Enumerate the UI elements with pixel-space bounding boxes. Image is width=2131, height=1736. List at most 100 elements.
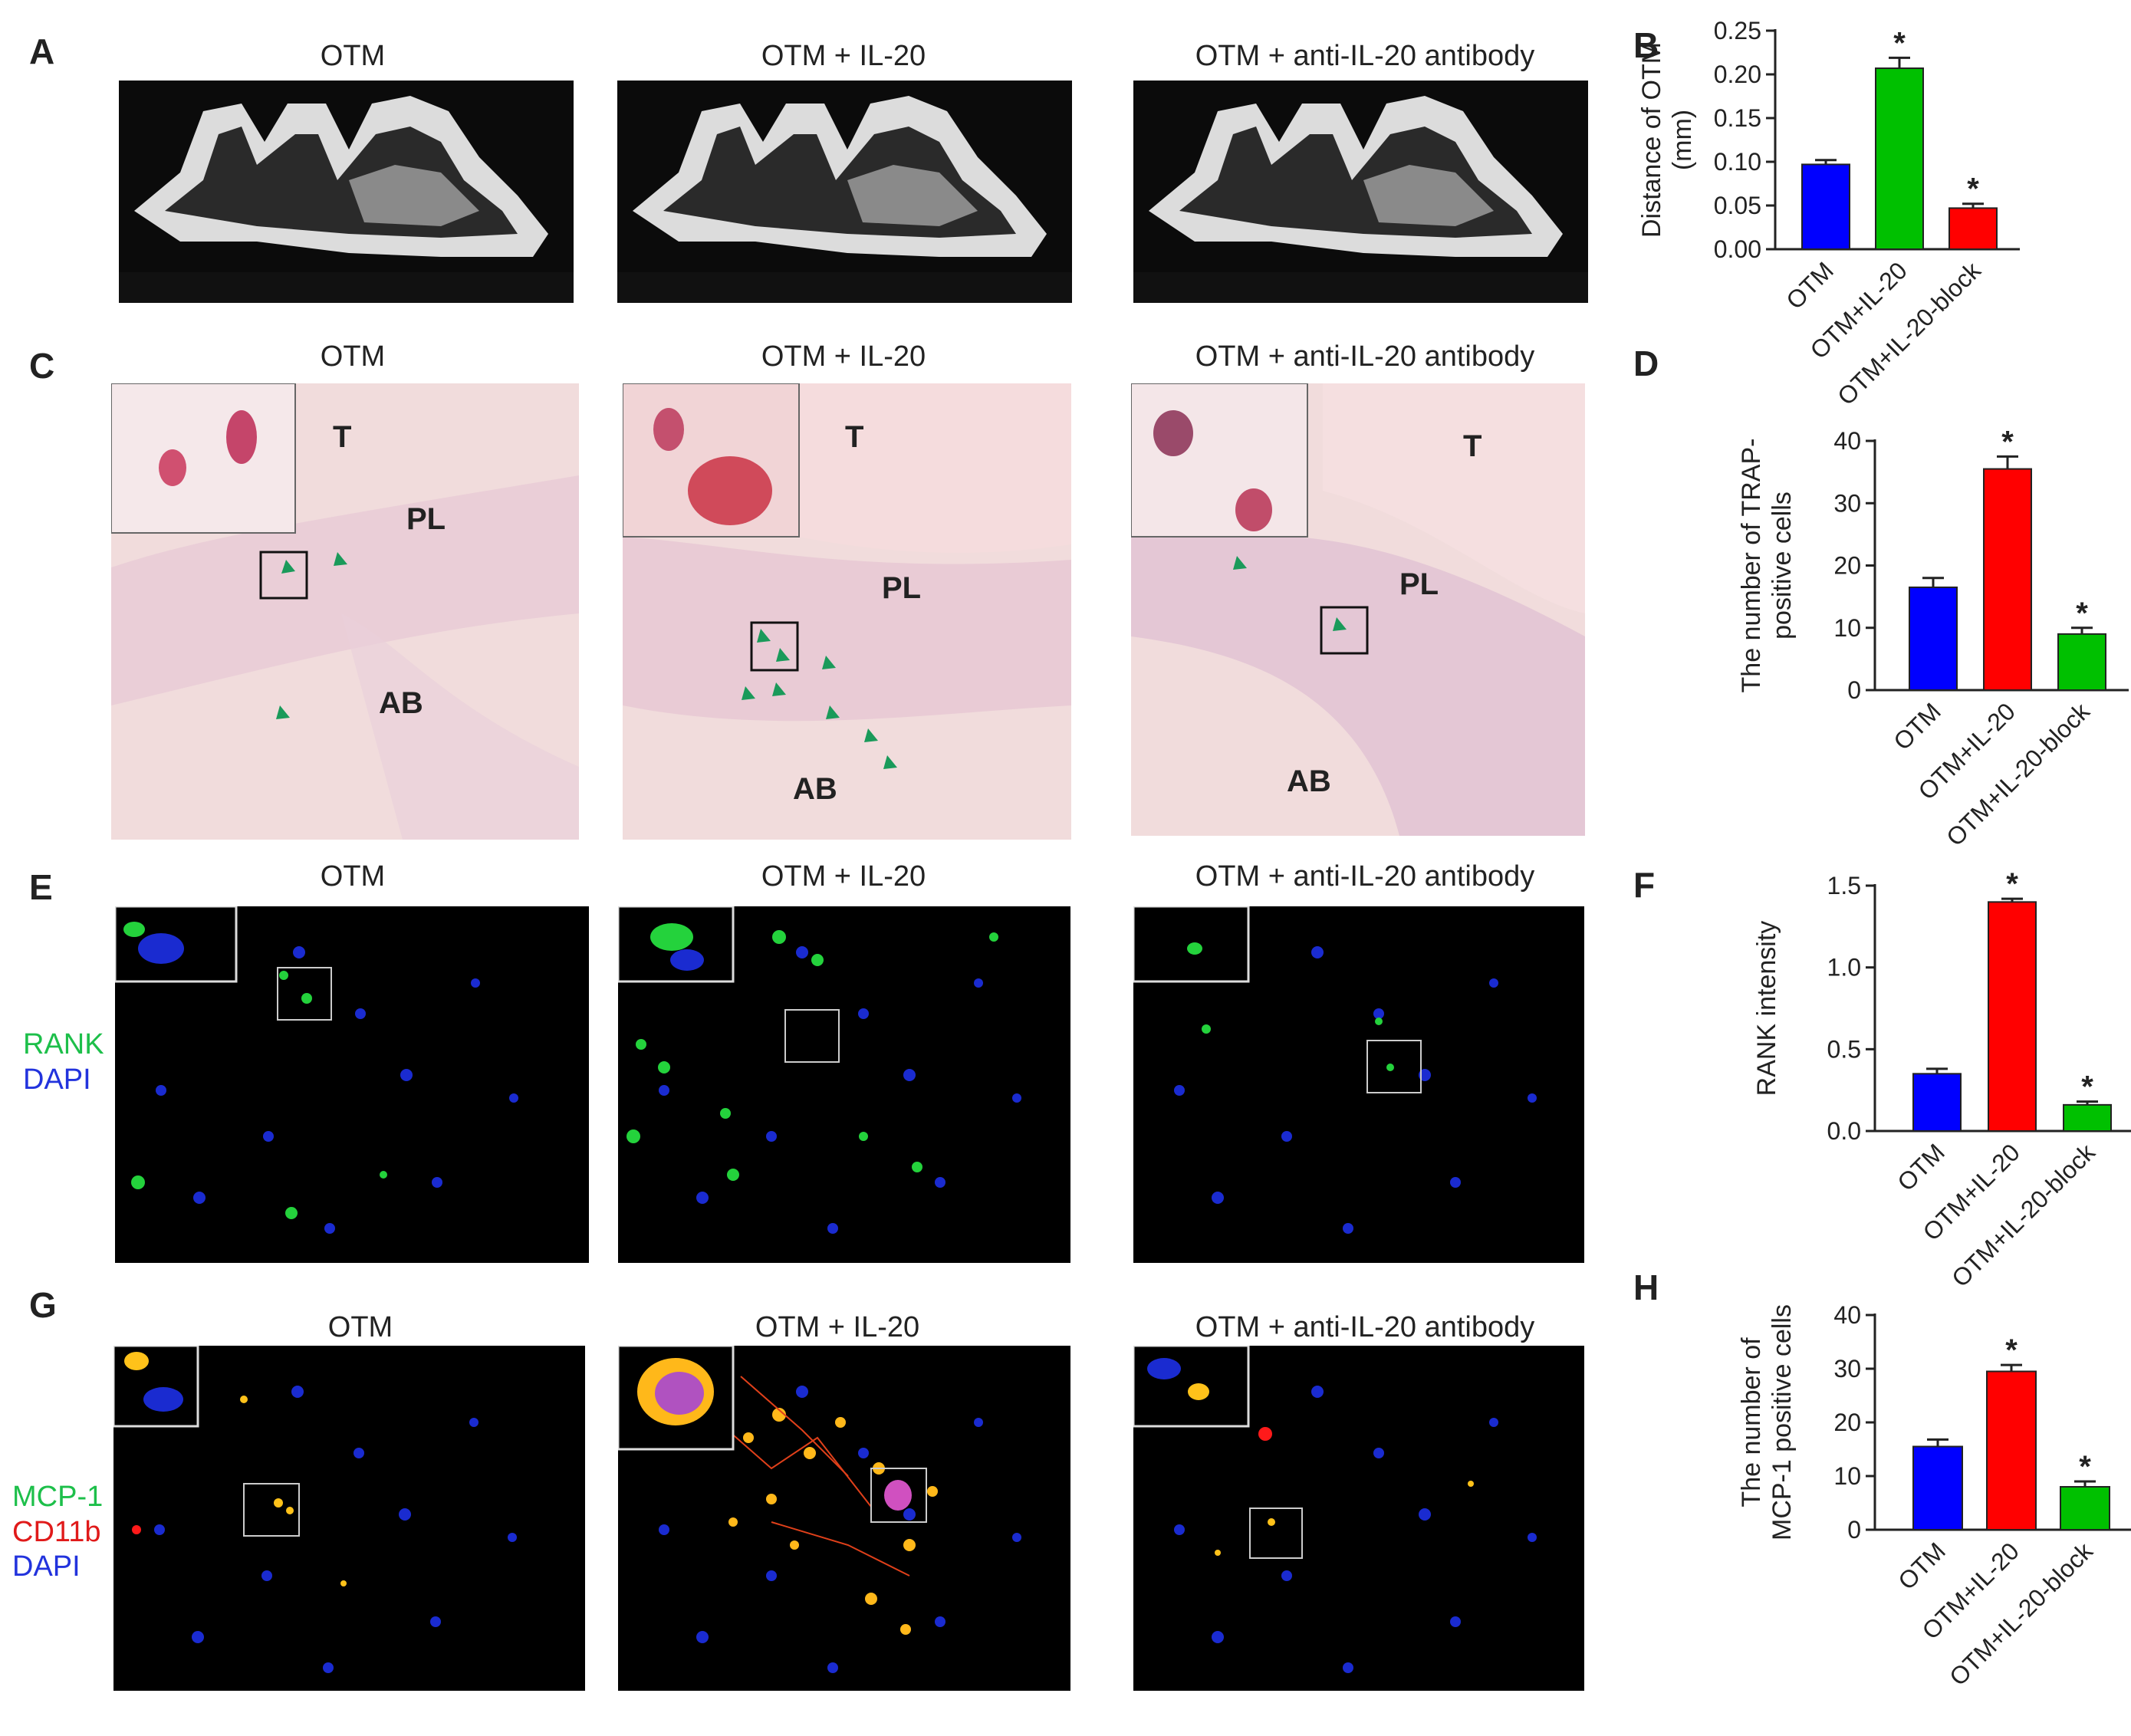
region-label-pl-3: PL — [1399, 567, 1439, 601]
chart-d-y-tick-label: 30 — [1833, 489, 1861, 517]
chart-f-y-tick-label: 1.0 — [1827, 954, 1861, 981]
chart-d-y-tick-label: 40 — [1833, 427, 1861, 455]
panel-a-title-2: OTM + IL-20 — [761, 40, 926, 72]
region-label-pl-2: PL — [882, 571, 922, 605]
chart-b-bar — [1801, 163, 1850, 250]
chart-h-bar — [1986, 1370, 2037, 1531]
mcp1-fluorescence-image-otm-anti-il20 — [1133, 1346, 1584, 1691]
chart-d-significance-star: * — [2076, 597, 2088, 630]
chart-b: B 0.00 0.05 0.10 0.15 0.20 0.25 Distance of OTM… — [1618, 15, 2124, 410]
chart-f-y-tick-label: 0.0 — [1827, 1117, 1861, 1145]
chart-d-significance-star: * — [2001, 425, 2014, 459]
panel-e-title-1: OTM — [320, 860, 386, 893]
region-label-t-3: T — [1463, 429, 1482, 463]
region-label-t-2: T — [845, 420, 864, 454]
chart-d-y-tick-label: 0 — [1847, 676, 1861, 704]
region-label-ab-1: AB — [379, 686, 423, 720]
panel-c-title-1: OTM — [320, 340, 386, 373]
chart-h: H 0 10 20 30 40 The number of MCP-1 positive ce… — [1618, 1258, 2131, 1718]
chart-b-y-tick-label: 0.05 — [1714, 192, 1761, 219]
panel-c-title-3: OTM + anti-IL-20 antibody — [1195, 340, 1535, 373]
chart-h-y-tick-label: 0 — [1847, 1516, 1861, 1544]
region-label-ab-3: AB — [1287, 764, 1331, 798]
panel-letter-b: B — [1633, 25, 1659, 65]
panel-letter-h: H — [1633, 1267, 1659, 1307]
panel-letter-g: G — [29, 1285, 57, 1325]
panel-letter-f: F — [1633, 865, 1655, 905]
region-label-ab-2: AB — [793, 772, 837, 806]
chart-d-bar — [2057, 633, 2106, 691]
chart-b-y-title: (mm) — [1668, 110, 1697, 170]
region-label-t-1: T — [333, 420, 352, 454]
chart-d-bar — [1983, 468, 2032, 691]
chart-h-significance-star: * — [2005, 1333, 2018, 1367]
stain-legend-e: RANK DAPI — [23, 1027, 104, 1097]
chart-h-category-label: OTM — [1893, 1537, 1951, 1595]
rank-fluorescence-image-otm-il20 — [618, 906, 1070, 1263]
chart-b-bar — [1948, 207, 1998, 250]
stain-label-dapi: DAPI — [23, 1063, 91, 1096]
rank-fluorescence-image-otm — [115, 906, 589, 1263]
panel-letter-d: D — [1633, 344, 1659, 383]
panel-letter-e: E — [29, 867, 53, 907]
panel-letter-a: A — [29, 31, 55, 71]
mcp1-fluorescence-image-otm — [113, 1346, 585, 1691]
panel-g-title-1: OTM — [327, 1311, 393, 1343]
chart-d-svg: D 0 10 20 30 40 The number of TRAP-positive ce… — [1633, 344, 2129, 851]
chart-b-y-tick-label: 0.25 — [1714, 17, 1761, 44]
trap-stain-image-otm-anti-il20 — [1131, 383, 1585, 836]
chart-h-y-title: MCP-1 positive cells — [1768, 1304, 1797, 1540]
chart-d-y-title: positive cells — [1768, 492, 1797, 639]
chart-d-y-tick-label: 20 — [1833, 552, 1861, 580]
chart-d-y-tick-label: 10 — [1833, 614, 1861, 642]
chart-d-bar — [1909, 586, 1958, 691]
chart-f-bar — [2063, 1103, 2112, 1133]
chart-f-significance-star: * — [2006, 867, 2018, 901]
chart-b-y-tick-label: 0.00 — [1714, 235, 1761, 263]
chart-d: D 0 10 20 30 40 The number of TRAP-positive ce… — [1618, 330, 2129, 882]
chart-f-significance-star: * — [2081, 1070, 2093, 1104]
ct-image-otm-il20 — [617, 81, 1072, 303]
chart-b-y-tick-label: 0.10 — [1714, 148, 1761, 176]
chart-h-y-tick-label: 20 — [1833, 1409, 1861, 1436]
ct-image-otm — [119, 81, 574, 303]
panel-letter-c: C — [29, 346, 55, 386]
rank-fluorescence-image-otm-anti-il20 — [1133, 906, 1584, 1263]
stain-legend-g: MCP-1 CD11b DAPI — [12, 1480, 103, 1585]
panel-e-title-3: OTM + anti-IL-20 antibody — [1195, 860, 1535, 893]
panel-g-title-3: OTM + anti-IL-20 antibody — [1195, 1311, 1535, 1343]
chart-f-y-tick-label: 1.5 — [1827, 872, 1861, 899]
chart-h-svg: H 0 10 20 30 40 The number of MCP-1 positive ce… — [1633, 1267, 2131, 1691]
mcp1-fluorescence-image-otm-il20 — [618, 1346, 1070, 1691]
ct-image-otm-anti-il20 — [1133, 81, 1588, 303]
chart-b-y-title: Distance of OTM — [1637, 42, 1666, 238]
region-label-pl-1: PL — [406, 502, 446, 536]
trap-stain-image-otm-il20 — [623, 383, 1071, 840]
panel-c-title-2: OTM + IL-20 — [761, 340, 926, 373]
chart-b-category-label: OTM — [1781, 256, 1839, 314]
chart-f-bar — [1988, 901, 2037, 1132]
panel-e-title-2: OTM + IL-20 — [761, 860, 926, 893]
chart-b-y-tick-label: 0.20 — [1714, 61, 1761, 88]
chart-h-y-tick-label: 40 — [1833, 1301, 1861, 1329]
chart-b-bar — [1875, 67, 1924, 250]
chart-f-bar — [1912, 1073, 1962, 1133]
chart-b-significance-star: * — [1893, 26, 1906, 60]
chart-f-y-tick-label: 0.5 — [1827, 1035, 1861, 1063]
chart-h-bar — [2060, 1486, 2110, 1531]
chart-b-significance-star: * — [1967, 173, 1979, 206]
chart-h-significance-star: * — [2079, 1450, 2091, 1484]
panel-g-title-2: OTM + IL-20 — [755, 1311, 920, 1343]
chart-b-svg: B 0.00 0.05 0.10 0.15 0.20 0.25 Distance of OTM… — [1633, 17, 2020, 410]
chart-f-category-label: OTM — [1892, 1138, 1950, 1196]
chart-f-y-title: RANK intensity — [1752, 921, 1781, 1097]
chart-h-y-tick-label: 10 — [1833, 1462, 1861, 1490]
chart-d-y-title: The number of TRAP- — [1737, 439, 1766, 693]
chart-d-category-label: OTM — [1888, 697, 1946, 755]
panel-a-title-3: OTM + anti-IL-20 antibody — [1195, 40, 1535, 72]
stain-label-dapi-g: DAPI — [12, 1550, 81, 1583]
chart-f: F 0.0 0.5 1.0 1.5 RANK intensity OTM * OTM+IL-20… — [1618, 859, 2131, 1292]
stain-label-cd11b: CD11b — [12, 1515, 101, 1548]
chart-h-y-tick-label: 30 — [1833, 1355, 1861, 1383]
